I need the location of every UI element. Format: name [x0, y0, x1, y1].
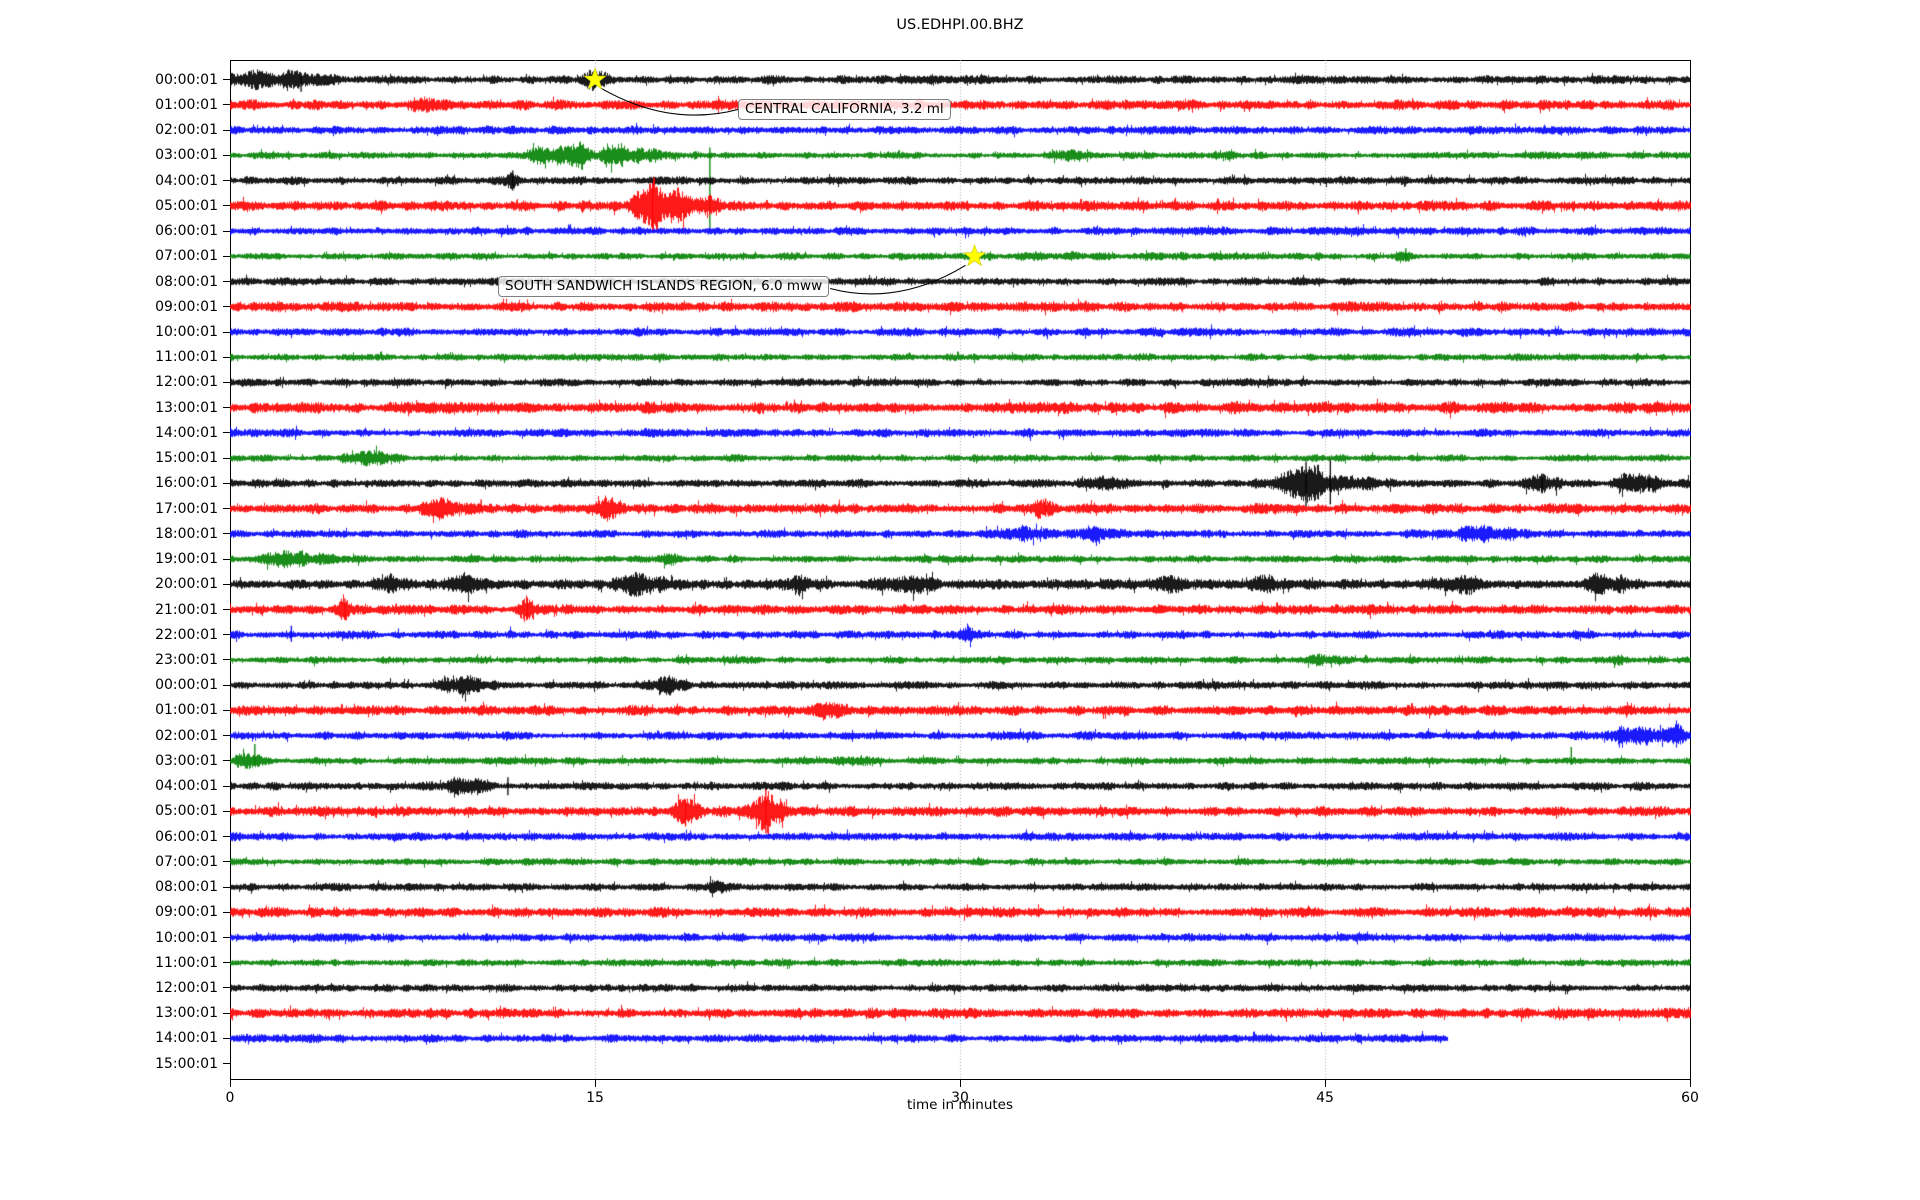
- y-tick-label: 00:00:01: [155, 677, 218, 694]
- event-annotation-label: SOUTH SANDWICH ISLANDS REGION, 6.0 mww: [498, 276, 830, 297]
- y-tick-mark: [223, 104, 230, 106]
- y-tick-mark: [223, 583, 230, 585]
- x-tick-mark: [594, 1080, 596, 1087]
- y-tick-mark: [223, 684, 230, 686]
- y-tick-label: 21:00:01: [155, 601, 218, 618]
- y-tick-mark: [223, 407, 230, 409]
- y-tick-label: 10:00:01: [155, 929, 218, 946]
- y-tick-mark: [223, 255, 230, 257]
- y-tick-label: 15:00:01: [155, 450, 218, 467]
- seismogram-trace-canvas: [230, 60, 1691, 1080]
- y-tick-mark: [223, 937, 230, 939]
- y-tick-label: 22:00:01: [155, 626, 218, 643]
- y-tick-mark: [223, 306, 230, 308]
- y-tick-mark: [223, 709, 230, 711]
- y-tick-mark: [223, 129, 230, 131]
- y-tick-label: 15:00:01: [155, 1055, 218, 1072]
- y-tick-mark: [223, 281, 230, 283]
- y-tick-label: 00:00:01: [155, 71, 218, 88]
- y-tick-mark: [223, 533, 230, 535]
- y-tick-mark: [223, 180, 230, 182]
- x-tick-mark: [1689, 1080, 1691, 1087]
- y-tick-label: 19:00:01: [155, 551, 218, 568]
- y-tick-mark: [223, 659, 230, 661]
- y-tick-mark: [223, 760, 230, 762]
- x-tick-mark: [959, 1080, 961, 1087]
- y-tick-mark: [223, 1012, 230, 1014]
- y-tick-label: 12:00:01: [155, 979, 218, 996]
- y-tick-label: 03:00:01: [155, 752, 218, 769]
- y-tick-label: 11:00:01: [155, 954, 218, 971]
- y-tick-label: 12:00:01: [155, 374, 218, 391]
- y-tick-mark: [223, 1063, 230, 1065]
- y-tick-label: 01:00:01: [155, 702, 218, 719]
- y-tick-mark: [223, 230, 230, 232]
- y-tick-label: 10:00:01: [155, 324, 218, 340]
- y-tick-mark: [223, 911, 230, 913]
- y-tick-label: 03:00:01: [155, 147, 218, 164]
- y-tick-mark: [223, 810, 230, 812]
- y-tick-mark: [223, 432, 230, 434]
- y-tick-mark: [223, 356, 230, 358]
- x-axis-label: time in minutes: [906, 1097, 1014, 1113]
- y-tick-label: 23:00:01: [155, 651, 218, 668]
- x-tick-label: 30: [951, 1090, 969, 1106]
- y-tick-label: 11:00:01: [155, 349, 218, 366]
- y-tick-label: 06:00:01: [155, 828, 218, 845]
- y-tick-mark: [223, 861, 230, 863]
- y-tick-label: 07:00:01: [155, 853, 218, 870]
- y-tick-label: 05:00:01: [155, 803, 218, 820]
- x-tick-label: 0: [225, 1090, 235, 1106]
- y-tick-label: 08:00:01: [155, 879, 218, 896]
- x-tick-label: 15: [586, 1090, 604, 1106]
- y-tick-label: 09:00:01: [155, 298, 218, 315]
- figure-title: US.EDHPI.00.BHZ: [896, 17, 1024, 33]
- y-tick-label: 18:00:01: [155, 525, 218, 542]
- y-tick-mark: [223, 79, 230, 81]
- y-tick-mark: [223, 785, 230, 787]
- y-tick-mark: [223, 609, 230, 611]
- x-tick-mark: [229, 1080, 231, 1087]
- y-tick-label: 07:00:01: [155, 248, 218, 265]
- y-tick-label: 08:00:01: [155, 273, 218, 290]
- event-annotation-label: CENTRAL CALIFORNIA, 3.2 ml: [738, 99, 951, 120]
- y-tick-mark: [223, 836, 230, 838]
- y-tick-label: 01:00:01: [155, 96, 218, 113]
- x-tick-label: 45: [1316, 1090, 1334, 1106]
- y-tick-mark: [223, 735, 230, 737]
- y-tick-mark: [223, 558, 230, 560]
- y-tick-label: 14:00:01: [155, 1030, 218, 1047]
- y-tick-mark: [223, 987, 230, 989]
- y-tick-mark: [223, 154, 230, 156]
- y-tick-label: 09:00:01: [155, 904, 218, 921]
- x-tick-label: 60: [1681, 1090, 1699, 1106]
- y-tick-label: 02:00:01: [155, 122, 218, 139]
- y-tick-mark: [223, 331, 230, 333]
- y-tick-label: 17:00:01: [155, 500, 218, 517]
- y-tick-label: 14:00:01: [155, 424, 218, 441]
- y-tick-mark: [223, 886, 230, 888]
- x-tick-mark: [1324, 1080, 1326, 1087]
- y-tick-label: 16:00:01: [155, 475, 218, 492]
- y-tick-label: 20:00:01: [155, 576, 218, 593]
- y-tick-mark: [223, 482, 230, 484]
- y-tick-label: 13:00:01: [155, 399, 218, 416]
- y-tick-mark: [223, 1037, 230, 1039]
- y-tick-label: 05:00:01: [155, 197, 218, 214]
- y-tick-mark: [223, 634, 230, 636]
- y-tick-mark: [223, 457, 230, 459]
- y-tick-label: 06:00:01: [155, 223, 218, 240]
- y-tick-label: 02:00:01: [155, 727, 218, 744]
- y-tick-mark: [223, 205, 230, 207]
- y-tick-mark: [223, 962, 230, 964]
- y-tick-mark: [223, 508, 230, 510]
- y-tick-label: 04:00:01: [155, 172, 218, 189]
- y-tick-mark: [223, 381, 230, 383]
- y-tick-label: 13:00:01: [155, 1005, 218, 1022]
- y-tick-label: 04:00:01: [155, 778, 218, 795]
